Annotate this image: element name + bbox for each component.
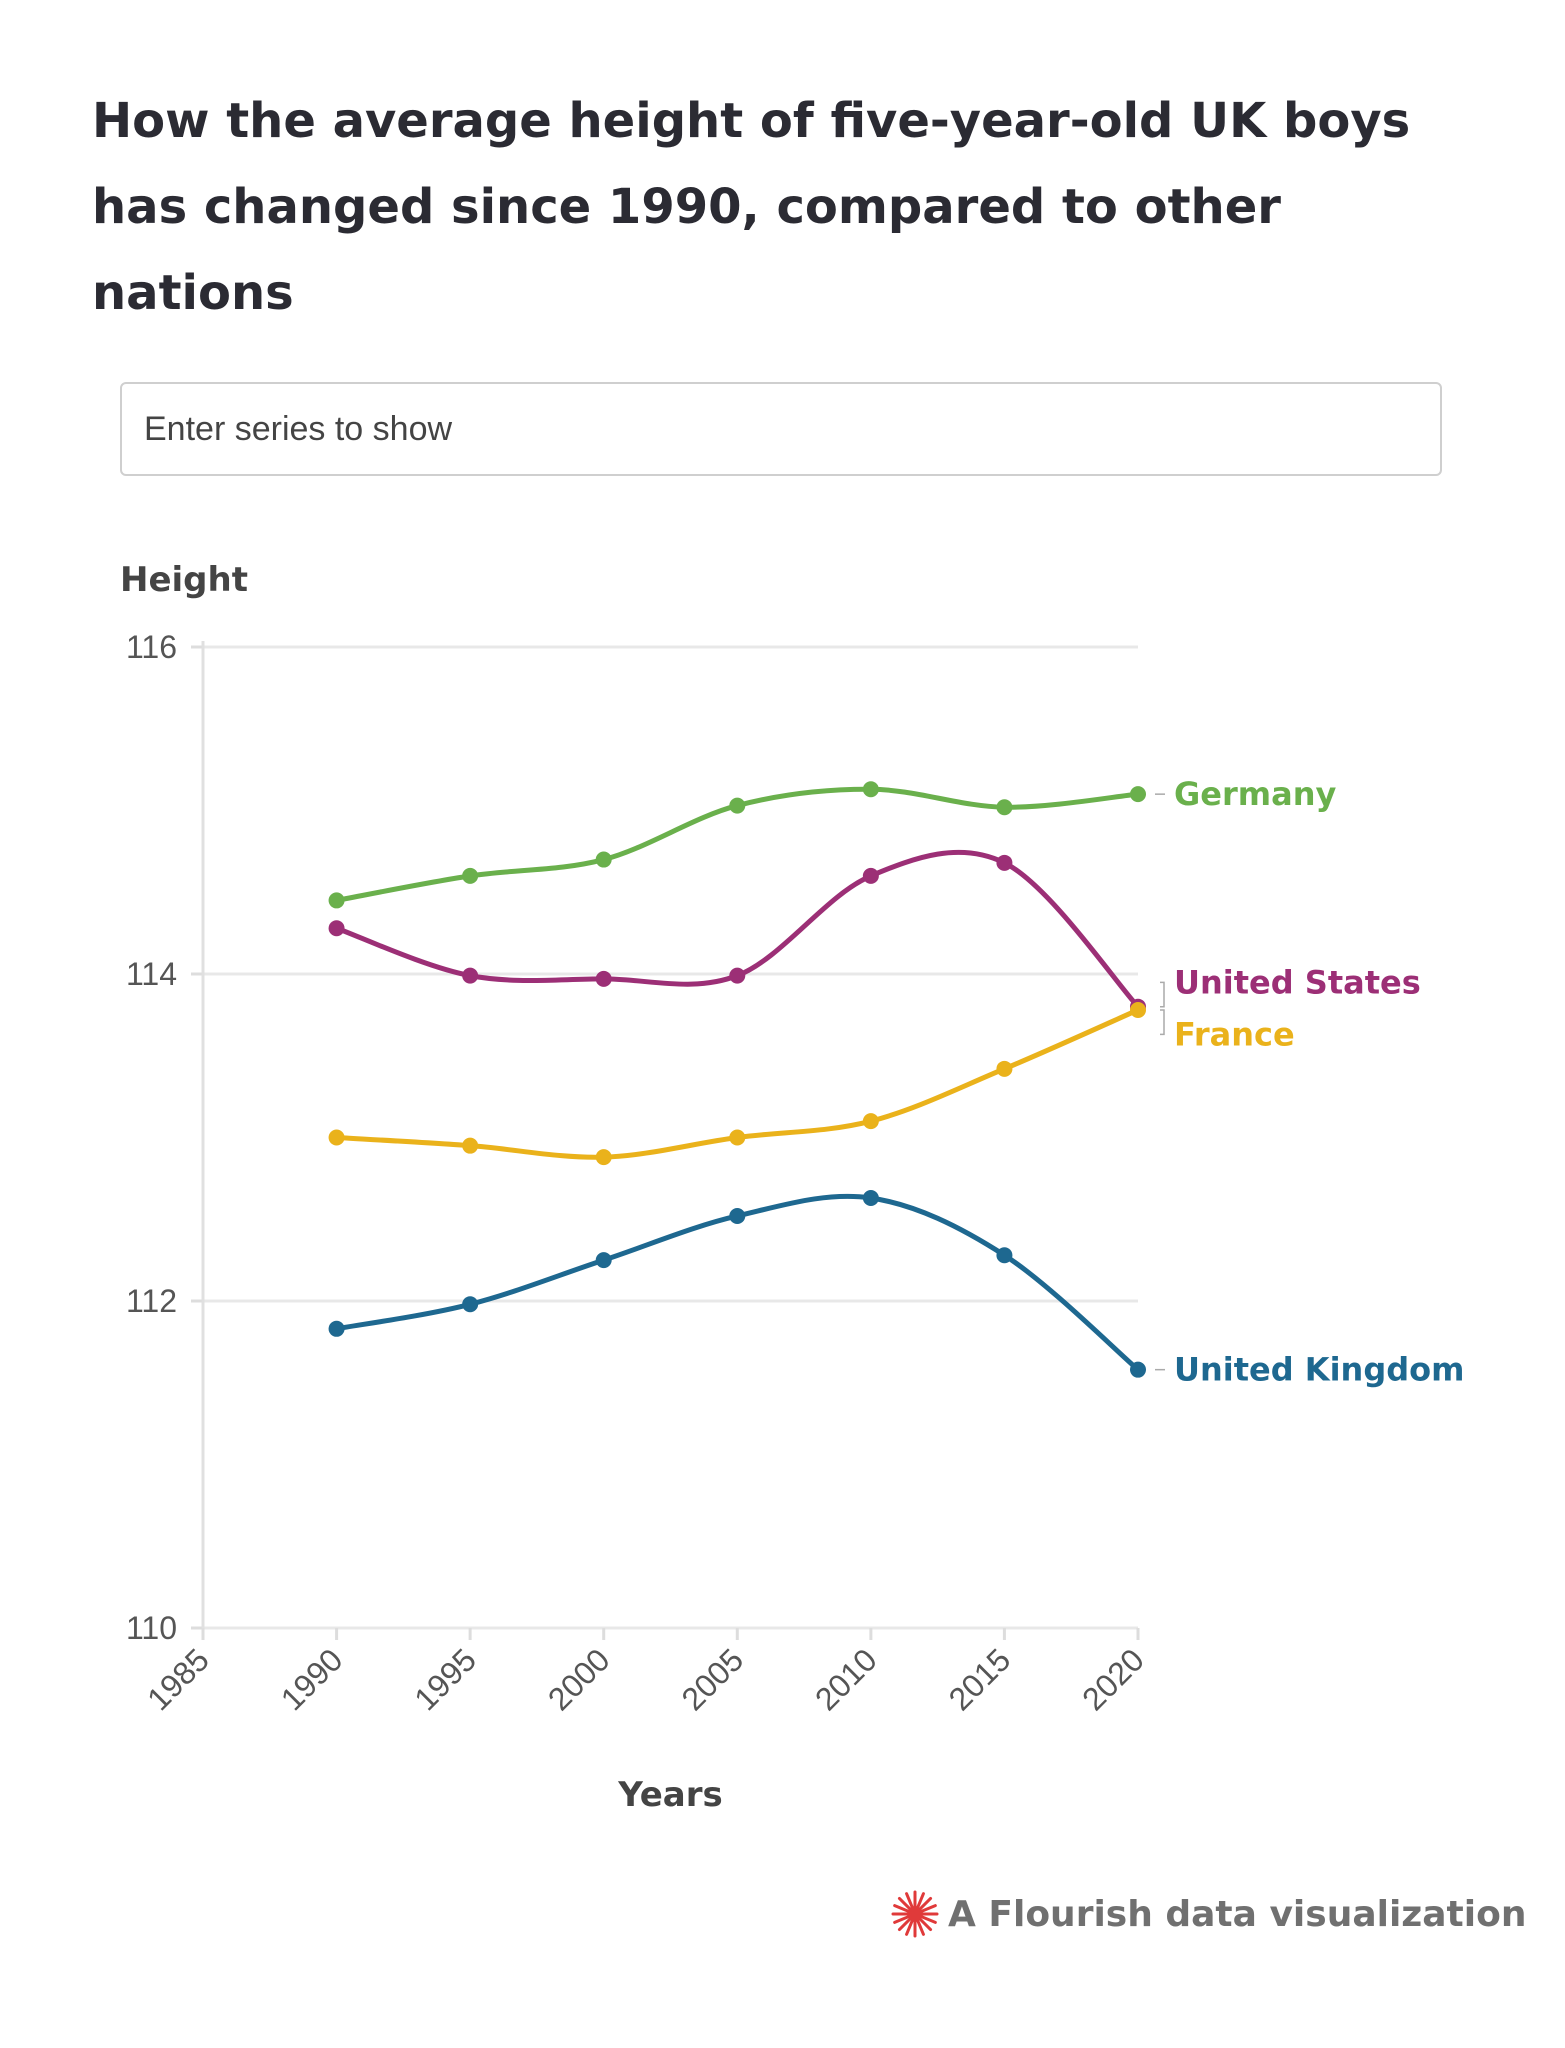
data-point-united-kingdom[interactable] xyxy=(996,1247,1013,1264)
y-tick-label: 114 xyxy=(126,956,177,992)
data-point-united-kingdom[interactable] xyxy=(729,1207,746,1224)
data-point-united-states[interactable] xyxy=(996,854,1013,871)
x-tick-label: 2015 xyxy=(942,1641,1018,1717)
flourish-logo-icon xyxy=(891,1890,939,1938)
data-point-united-kingdom[interactable] xyxy=(462,1296,479,1313)
x-tick-label: 2010 xyxy=(808,1641,884,1717)
data-point-united-states[interactable] xyxy=(462,967,479,984)
series-search-input[interactable] xyxy=(120,382,1442,476)
series-label-united-states: United States xyxy=(1174,963,1421,1001)
y-tick-label: 116 xyxy=(126,629,177,665)
data-point-france[interactable] xyxy=(862,1113,879,1130)
label-connector xyxy=(1160,981,1165,1008)
data-point-germany[interactable] xyxy=(996,799,1013,816)
line-chart: Height 110 112 114 116 1985 1990 1995 2000 2005 20… xyxy=(120,560,1464,1815)
footer-text: A Flourish data visualization xyxy=(948,1893,1527,1935)
data-point-france[interactable] xyxy=(1130,1001,1146,1018)
data-point-united-kingdom[interactable] xyxy=(1130,1361,1146,1378)
series-label-united-kingdom: United Kingdom xyxy=(1174,1351,1464,1389)
label-connector xyxy=(1160,1009,1165,1036)
y-axis-title: Height xyxy=(120,560,248,600)
data-point-france[interactable] xyxy=(328,1129,345,1146)
series-label-germany: Germany xyxy=(1174,775,1336,813)
x-tick-label: 2000 xyxy=(541,1641,617,1717)
chart-title: How the average height of five-year-old … xyxy=(92,93,1411,321)
x-tick-label: 1995 xyxy=(407,1641,483,1717)
x-tick-label: 2005 xyxy=(674,1641,750,1717)
y-tick-label: 112 xyxy=(126,1283,177,1319)
data-point-germany[interactable] xyxy=(328,892,345,909)
gridlines xyxy=(203,645,1138,1630)
data-point-germany[interactable] xyxy=(595,851,612,868)
series-lines xyxy=(328,781,1146,1378)
data-point-france[interactable] xyxy=(462,1137,479,1154)
x-tick-label: 1985 xyxy=(140,1641,216,1717)
data-point-france[interactable] xyxy=(996,1060,1013,1077)
x-tick-label: 2020 xyxy=(1075,1641,1151,1717)
x-tick-label: 1990 xyxy=(274,1641,350,1717)
data-point-united-states[interactable] xyxy=(862,867,879,884)
series-label-france: France xyxy=(1174,1015,1295,1053)
data-point-france[interactable] xyxy=(595,1149,612,1166)
series-labels: Germany United States France United Kingdom xyxy=(1155,775,1464,1389)
data-point-germany[interactable] xyxy=(1130,786,1146,803)
x-axis-title: Years xyxy=(617,1775,723,1815)
data-point-france[interactable] xyxy=(729,1129,746,1146)
data-point-germany[interactable] xyxy=(862,781,879,798)
y-tick-label: 110 xyxy=(126,1610,177,1646)
data-point-united-kingdom[interactable] xyxy=(595,1252,612,1269)
flourish-credit[interactable]: A Flourish data visualization xyxy=(890,1886,1526,1942)
data-point-united-states[interactable] xyxy=(595,970,612,987)
data-point-united-states[interactable] xyxy=(328,920,345,937)
axes: Height 110 112 114 116 1985 1990 1995 2000 2005 20… xyxy=(120,560,1151,1815)
data-point-germany[interactable] xyxy=(462,867,479,884)
data-point-united-kingdom[interactable] xyxy=(862,1189,879,1206)
data-point-united-states[interactable] xyxy=(729,967,746,984)
data-point-germany[interactable] xyxy=(729,797,746,814)
data-point-united-kingdom[interactable] xyxy=(328,1320,345,1337)
